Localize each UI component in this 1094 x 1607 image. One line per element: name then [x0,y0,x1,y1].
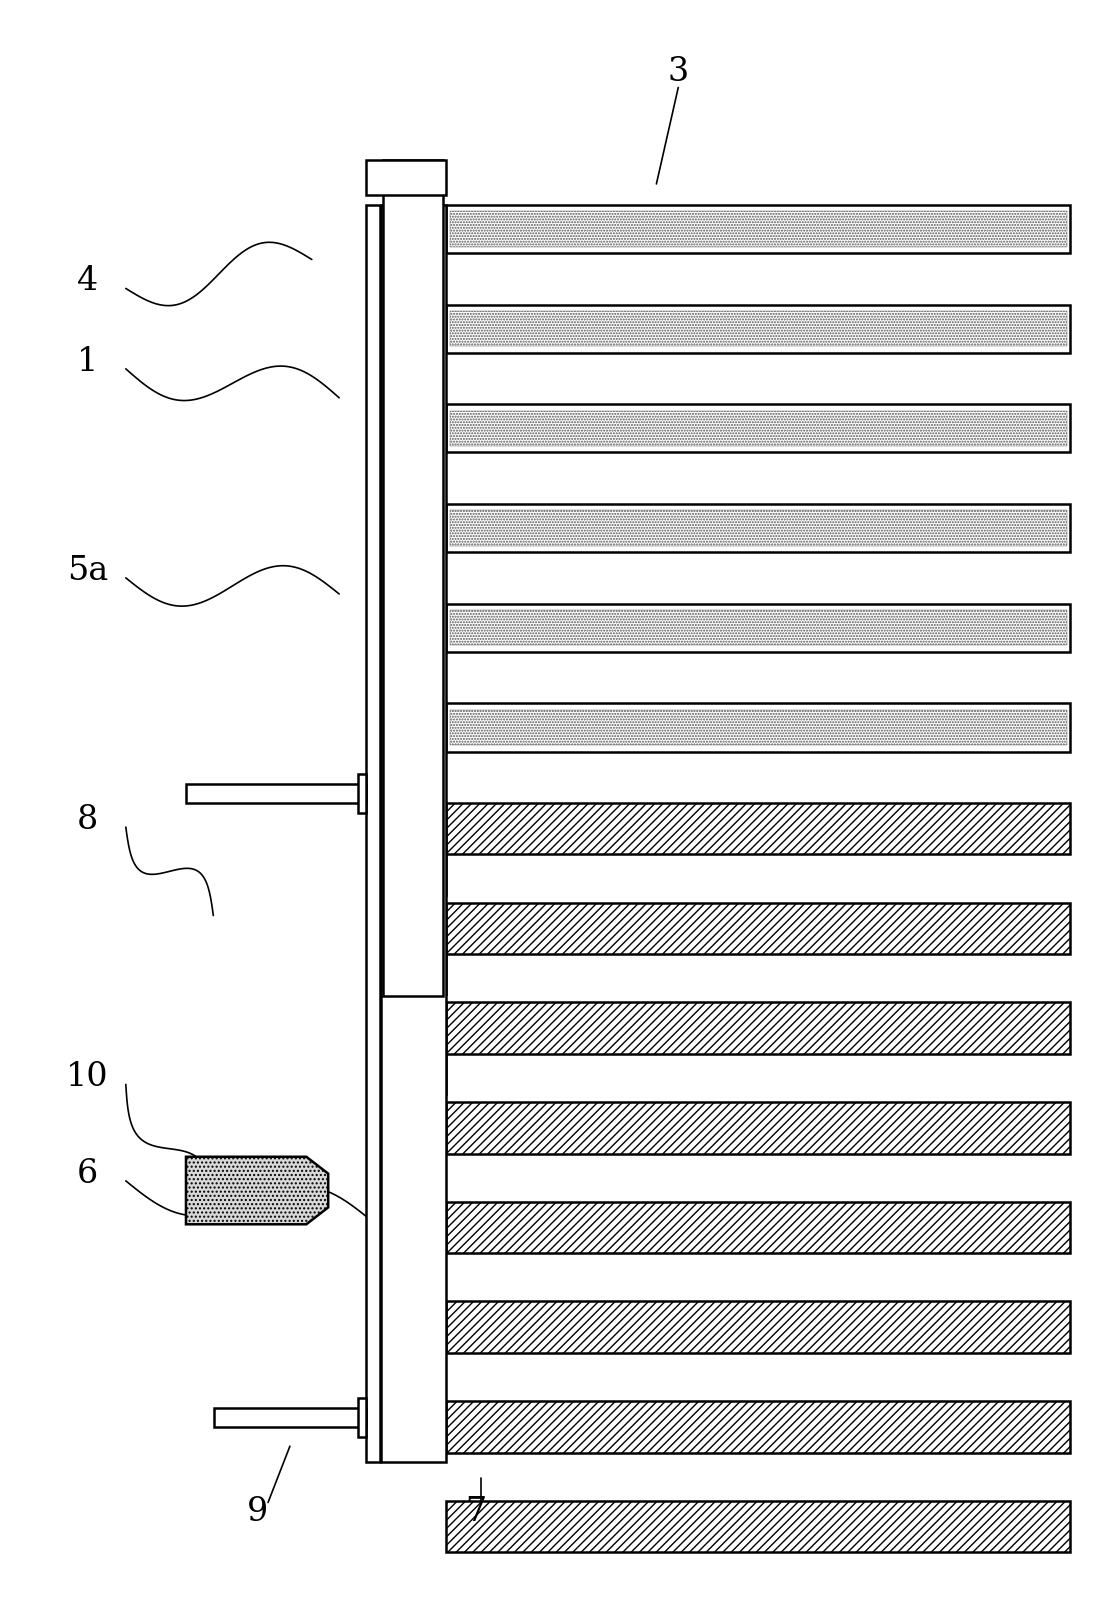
Bar [446,804,1070,855]
Text: 1: 1 [77,346,98,378]
Text: 3: 3 [667,56,689,88]
Bar [446,405,1070,453]
Polygon shape [186,1157,328,1225]
Bar [450,212,1067,247]
Bar [450,411,1067,447]
Text: 9: 9 [246,1495,268,1527]
Bar [446,1401,1070,1453]
Text: 8: 8 [77,804,98,836]
Bar [446,1202,1070,1253]
Bar [446,903,1070,955]
Bar [446,1003,1070,1054]
Bar [446,1102,1070,1154]
Text: 10: 10 [67,1061,108,1093]
Bar [446,704,1070,752]
Bar [366,161,446,196]
Text: 6: 6 [77,1157,98,1189]
Bar [446,1501,1070,1552]
Bar [450,710,1067,746]
Bar [446,505,1070,553]
Bar [358,775,366,813]
Bar [186,784,366,804]
Bar [383,855,446,895]
Bar [358,1398,366,1437]
Bar [450,611,1067,646]
Bar [383,1054,446,1094]
Bar [446,1302,1070,1353]
Bar [366,206,380,1462]
Bar [383,161,443,996]
Bar [381,206,446,1462]
Bar [383,955,446,995]
Text: 7: 7 [465,1495,487,1527]
Bar [214,1408,366,1427]
Text: 4: 4 [77,265,98,297]
Text: 5a: 5a [67,554,108,587]
Bar [446,206,1070,254]
Bar [446,604,1070,652]
Bar [450,312,1067,347]
Bar [446,305,1070,354]
Bar [450,511,1067,546]
